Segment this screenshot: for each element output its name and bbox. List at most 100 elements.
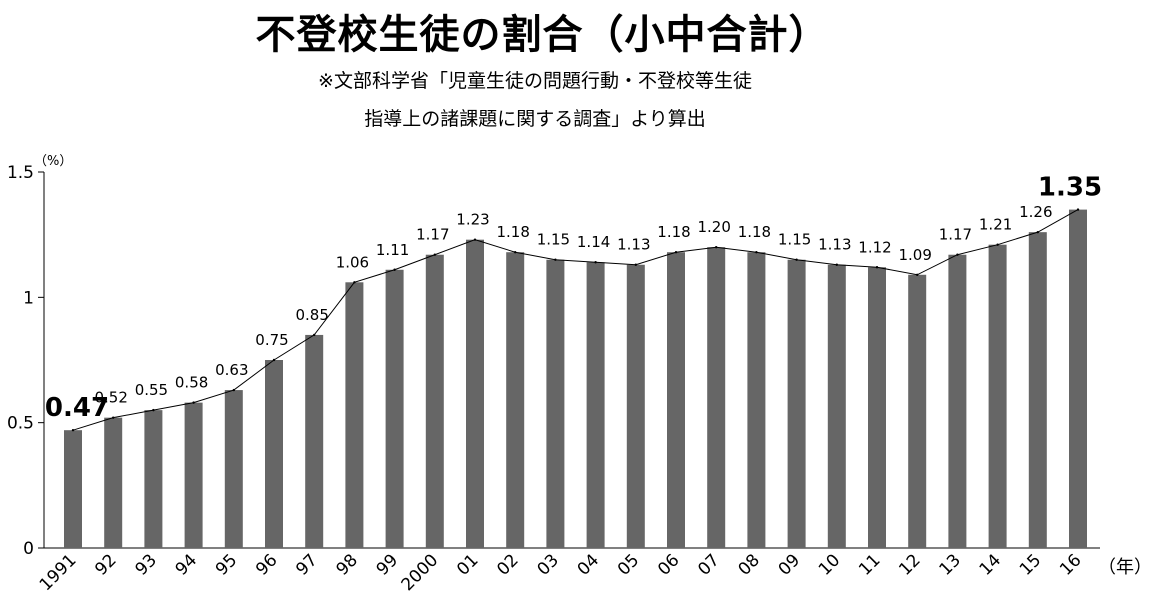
data-label: 0.75 [255,331,288,349]
data-label: 1.26 [1019,203,1052,221]
data-label: 1.13 [818,236,851,254]
x-tick-label: 16 [1056,550,1085,579]
x-tick-label: 14 [976,550,1005,579]
y-tick-label: 0 [23,539,34,559]
y-axis-label: （%） [34,154,72,169]
data-label: 1.18 [657,223,690,241]
data-label: 0.47 [45,393,109,423]
x-tick-label: 01 [453,550,482,579]
line-point [353,281,356,284]
bar [908,274,927,548]
data-label: 1.35 [1038,173,1102,203]
line-point [393,268,396,271]
line-point [634,263,637,266]
line-point [1036,230,1040,234]
line-point [594,261,597,264]
trend-line-series [71,208,1080,432]
data-label: 0.63 [215,361,248,379]
x-tick-label: 15 [1016,550,1045,579]
x-tick-label: 97 [292,550,321,579]
x-tick-label: 05 [614,550,643,579]
line-point [916,273,919,276]
data-label: 1.15 [537,231,570,249]
bar [305,334,324,548]
bar [64,430,82,548]
x-tick-label: 94 [172,550,201,579]
line-point [152,408,155,412]
x-tick-label: 09 [775,550,804,579]
x-tick-label: 2000 [398,550,443,595]
line-point [715,246,718,249]
data-label: 1.18 [738,223,771,241]
data-label: 1.21 [979,216,1012,234]
line-point [433,253,436,256]
data-labels: 0.470.52 0.55 0.58 0.63 0.75 0.85 1.06 1.11 1.17… [45,173,1102,424]
bar [184,402,203,548]
data-label: 0.85 [295,306,328,324]
data-label: 0.55 [135,381,168,399]
x-tick-label: 04 [574,550,603,579]
data-label: 1.18 [496,223,529,241]
chart-axes: 0 0.5 1 1.5（%） （年） [7,154,1152,578]
line-point [674,251,678,254]
line-point [514,251,517,254]
bar [827,264,846,548]
data-label: 1.20 [697,218,730,236]
bar [747,252,766,549]
line-point [554,258,557,261]
chart-title: 不登校生徒の割合（小中合計） [255,12,830,58]
data-label: 1.15 [778,231,811,249]
line-point [875,266,879,269]
data-label: 1.12 [858,238,891,256]
x-axis-label: （年） [1098,557,1152,578]
data-label: 1.09 [898,246,931,264]
bar [506,252,525,549]
bar [466,239,484,548]
data-label: 1.14 [577,233,610,251]
x-tick-label: 92 [91,550,120,579]
bar [586,262,605,548]
bar [265,360,283,548]
line-point [996,243,999,246]
y-tick-label: 0.5 [7,414,34,434]
bar [988,244,1007,548]
line-point [313,333,316,337]
bar [626,264,645,548]
line-point [755,251,758,254]
data-label: 1.06 [336,253,369,271]
trend-line [72,209,1079,431]
x-tick-label: 10 [815,550,844,579]
bar [868,267,886,548]
bar [345,282,364,548]
line-point [835,263,838,266]
x-tick-label: 08 [734,550,763,579]
data-label: 0.52 [94,389,127,407]
data-label: 1.11 [376,241,409,259]
bar [667,252,685,549]
data-label: 1.17 [939,226,972,244]
bar [1028,232,1047,548]
line-point [232,388,235,392]
x-tick-label: 07 [694,550,723,579]
x-tick-label: 96 [252,550,281,579]
bar [104,417,123,548]
y-tick-label: 1.5 [7,163,34,183]
source-note-line-1: ※文部科学省「児童生徒の問題行動・不登校等生徒 [318,70,752,92]
x-tick-label: 98 [332,550,361,579]
line-point [112,416,115,419]
x-tick-label: 93 [131,550,160,579]
data-label: 1.17 [416,226,449,244]
line-point [473,238,477,241]
line-point [956,253,959,256]
line-point [71,428,75,432]
x-tick-label: 1991 [36,550,81,595]
bar [787,259,806,548]
bar [546,259,565,548]
bar [385,269,404,548]
data-label: 1.23 [456,211,489,229]
bar [1069,209,1087,548]
bar-series [64,209,1087,549]
x-tick-label: 11 [855,550,884,579]
bar [425,254,444,548]
